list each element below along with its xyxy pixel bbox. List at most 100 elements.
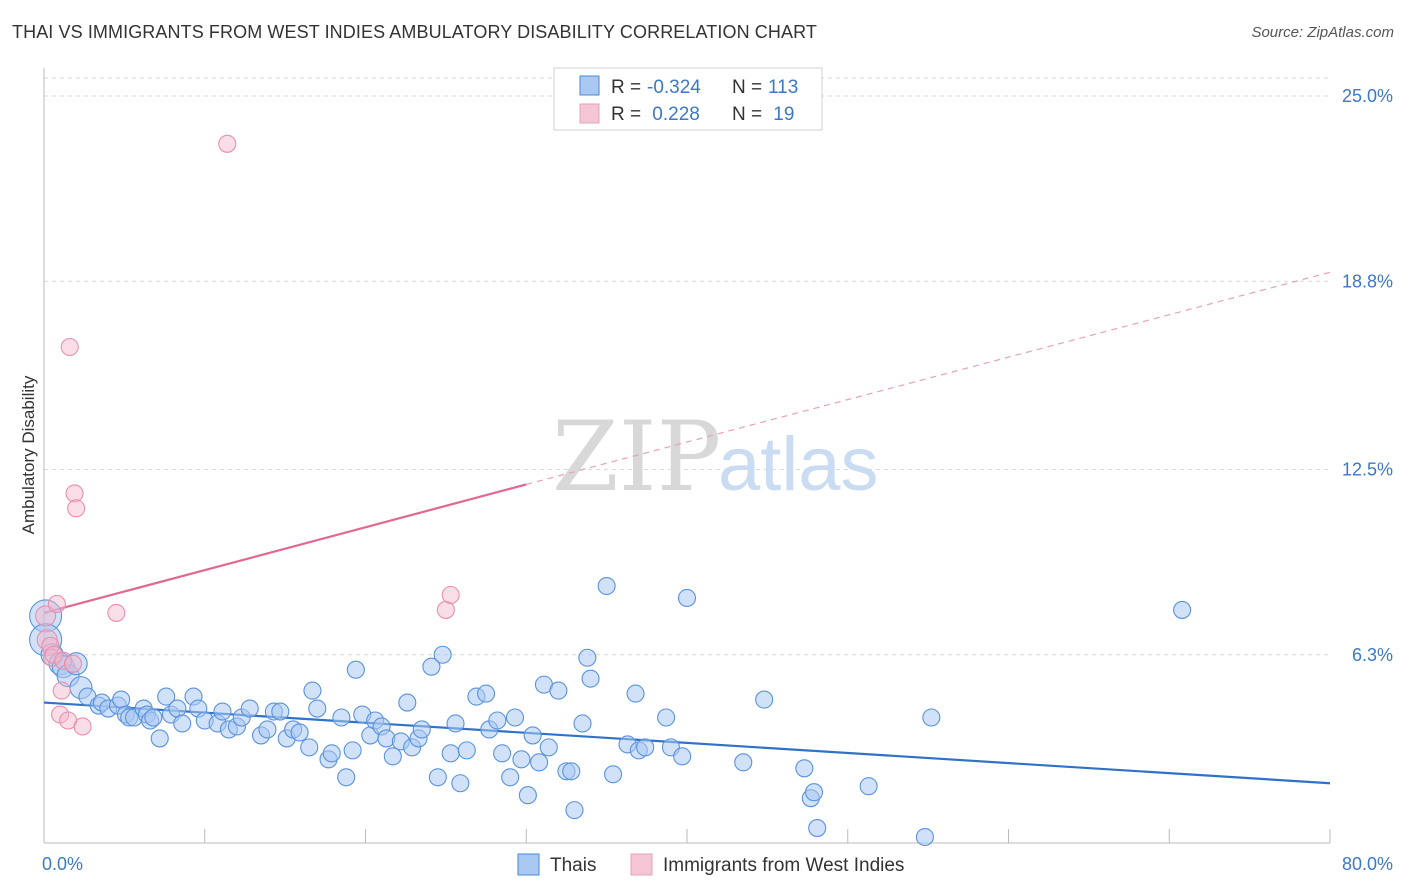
point-thais-72 — [488, 711, 507, 730]
point-thais-58 — [398, 693, 417, 712]
source-label: Source: ZipAtlas.com — [1251, 24, 1394, 41]
point-thais-103 — [804, 783, 824, 802]
point-thais-97 — [673, 747, 692, 766]
point-thais-44 — [308, 699, 327, 718]
point-thais-6 — [64, 652, 88, 676]
bottom-legend-swatch-thais — [517, 853, 540, 876]
legend-r-value-2: 0.228 — [647, 104, 700, 125]
point-west-indies-0 — [35, 605, 57, 627]
point-thais-38 — [271, 702, 290, 721]
point-thais-22 — [157, 687, 176, 706]
point-thais-42 — [300, 738, 319, 757]
legend-swatch-west-indies — [579, 103, 600, 124]
point-thais-49 — [343, 741, 362, 760]
point-thais-70 — [477, 684, 496, 703]
point-thais-21 — [150, 729, 169, 748]
point-thais-107 — [922, 708, 941, 727]
point-thais-56 — [383, 747, 402, 766]
point-thais-47 — [332, 708, 351, 727]
point-west-indies-10 — [60, 337, 79, 357]
point-thais-92 — [626, 684, 645, 703]
point-thais-61 — [412, 720, 431, 739]
point-thais-41 — [290, 723, 309, 742]
point-thais-13 — [112, 690, 131, 709]
point-thais-63 — [428, 768, 447, 787]
point-thais-25 — [173, 714, 192, 733]
point-thais-104 — [808, 819, 827, 838]
point-thais-108 — [1173, 600, 1192, 619]
point-thais-79 — [530, 753, 549, 772]
point-thais-88 — [581, 669, 600, 688]
point-thais-36 — [258, 720, 277, 739]
bottom-legend-label-west-indies: Immigrants from West Indies — [663, 855, 904, 876]
point-thais-106 — [915, 827, 934, 847]
point-west-indies-14 — [73, 717, 92, 736]
point-thais-101 — [795, 759, 814, 778]
point-thais-99 — [734, 753, 753, 772]
watermark-zip: ZIP — [552, 401, 721, 513]
y-tick-label-3: 25.0% — [1342, 86, 1393, 106]
legend: R = -0.324 N = 113 R = 0.228 N = 19 — [553, 67, 823, 131]
point-thais-20 — [144, 708, 163, 727]
point-thais-81 — [539, 738, 558, 757]
data-points — [29, 134, 1192, 847]
point-thais-82 — [549, 681, 568, 700]
point-thais-90 — [604, 765, 623, 784]
point-thais-89 — [597, 576, 616, 596]
bottom-legend-label-thais: Thais — [550, 855, 596, 876]
trend-line-west-indies — [43, 483, 527, 614]
point-thais-105 — [859, 777, 878, 796]
legend-swatch-thais — [579, 75, 600, 96]
point-thais-30 — [213, 702, 232, 721]
y-tick-label-1: 12.5% — [1342, 460, 1393, 480]
point-thais-100 — [755, 690, 774, 709]
point-west-indies-16 — [218, 134, 237, 153]
point-thais-43 — [303, 681, 322, 700]
point-thais-50 — [346, 660, 365, 679]
y-axis-label: Ambulatory Disability — [19, 375, 38, 534]
point-thais-68 — [457, 741, 476, 760]
point-west-indies-17 — [436, 600, 455, 619]
bottom-legend: Thais Immigrants from West Indies — [517, 853, 904, 876]
point-thais-78 — [523, 726, 542, 745]
legend-n-label-2: N = — [732, 104, 762, 125]
point-thais-76 — [512, 750, 531, 769]
point-west-indies-18 — [441, 585, 460, 605]
watermark: ZIP atlas — [552, 401, 879, 513]
point-thais-62 — [422, 657, 441, 676]
watermark-atlas: atlas — [718, 422, 879, 507]
point-west-indies-15 — [107, 603, 126, 622]
legend-n-value-1: 113 — [768, 77, 798, 98]
point-thais-73 — [493, 744, 512, 763]
bottom-legend-swatch-west-indies — [630, 853, 653, 876]
point-thais-87 — [578, 648, 597, 667]
point-thais-94 — [636, 738, 655, 757]
trend-lines — [43, 271, 1331, 785]
point-west-indies-5 — [47, 594, 66, 614]
y-tick-label-0: 6.3% — [1352, 645, 1393, 665]
legend-r-label-2: R = — [611, 104, 641, 125]
point-thais-85 — [565, 801, 584, 820]
point-thais-67 — [451, 774, 470, 793]
legend-r-label-1: R = — [611, 77, 641, 98]
legend-n-label-1: N = — [732, 77, 762, 98]
point-thais-86 — [573, 714, 592, 733]
point-thais-98 — [677, 588, 697, 608]
trend-line-thais — [43, 701, 1331, 785]
point-thais-75 — [505, 708, 525, 727]
point-thais-64 — [433, 645, 452, 664]
x-tick-label-0: 0.0% — [42, 854, 83, 874]
point-thais-48 — [337, 768, 356, 787]
point-west-indies-12 — [65, 484, 84, 503]
point-thais-34 — [240, 699, 259, 718]
x-tick-labels: 0.0% 80.0% — [42, 854, 1393, 874]
legend-r-value-1: -0.324 — [647, 77, 701, 98]
point-west-indies-13 — [67, 499, 86, 518]
point-thais-66 — [446, 714, 465, 733]
point-west-indies-11 — [63, 654, 82, 673]
x-tick-label-1: 80.0% — [1342, 854, 1393, 874]
axes — [43, 68, 1331, 844]
point-thais-74 — [501, 768, 520, 787]
point-thais-65 — [441, 744, 460, 763]
